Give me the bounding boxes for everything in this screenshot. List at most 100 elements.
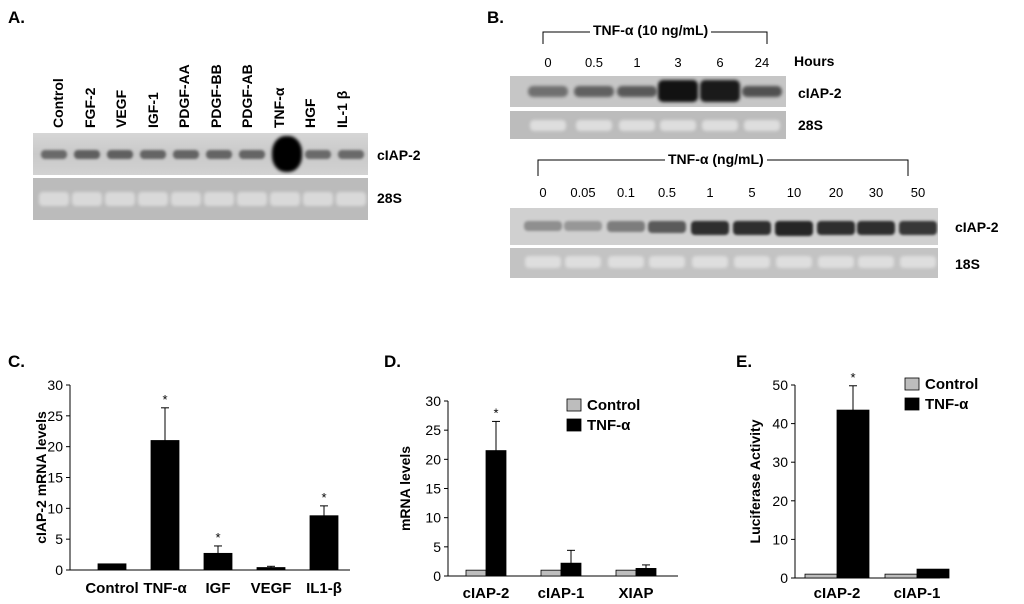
- panel-a-lane-label: IGF-1: [144, 92, 161, 128]
- panel-b-bottom-18s-band: [776, 256, 812, 268]
- panel-a-28s-band: [270, 192, 300, 206]
- panel-b-bottom-ciap2-blot: [510, 208, 938, 245]
- panel-b-top-28s-band: [530, 120, 566, 131]
- bar: [916, 568, 950, 579]
- panel-b-bottom-ciap2-label: cIAP-2: [955, 219, 999, 235]
- panel-b-top-header: TNF-α (10 ng/mL): [590, 22, 712, 38]
- panel-b-top-ciap2-band: [742, 86, 782, 97]
- y-tick-label: 10: [47, 500, 63, 516]
- panel-b-top-ciap2-blot: [510, 76, 786, 107]
- panel-b-bottom-ciap2-band: [775, 221, 813, 236]
- panel-b-bottom-value: 5: [748, 185, 756, 200]
- y-tick-label: 5: [433, 539, 441, 555]
- panel-b-bottom-18s-band: [858, 256, 894, 268]
- panel-c-chart: 0 5 10 15 20 25 30 cIAP-2 mRNA levels Control * TN…: [33, 377, 350, 597]
- legend-label: TNF-α: [925, 396, 969, 413]
- bar: [615, 569, 637, 577]
- legend-swatch: [566, 418, 582, 432]
- y-tick-label: 15: [425, 481, 441, 497]
- legend-label: Control: [587, 397, 640, 414]
- panel-b-bottom-value: 10: [786, 185, 802, 200]
- y-tick-label: 50: [772, 377, 788, 393]
- panel-b-bottom-18s-band: [649, 256, 685, 268]
- panel-a-ciap2-band: [305, 150, 331, 159]
- panel-a-ciap2-band: [140, 150, 166, 159]
- bar: [485, 450, 507, 577]
- panel-a-28s-band: [171, 192, 201, 206]
- panel-a-ciap2-label: cIAP-2: [377, 147, 421, 163]
- panel-a-lane-label: VEGF: [113, 89, 129, 128]
- panel-a-lane-label: PDGF-BB: [207, 64, 224, 128]
- panel-a-28s-band: [138, 192, 168, 206]
- panel-b-top-value: 3: [674, 55, 682, 70]
- y-tick-label: 10: [425, 510, 441, 526]
- panel-b-top-28s-band: [576, 120, 612, 131]
- panel-b-top-ciap2-label: cIAP-2: [798, 85, 842, 101]
- legend-label: TNF-α: [587, 417, 631, 434]
- panel-b-hours-label: Hours: [794, 53, 835, 69]
- y-tick-label: 0: [55, 562, 63, 578]
- panel-b-top-value: 6: [716, 55, 724, 70]
- panel-a-ciap2-band: [173, 150, 199, 159]
- bar: [150, 440, 180, 571]
- panel-a-lane-label: HGF: [302, 98, 318, 128]
- panel-d-label: D.: [384, 352, 401, 371]
- panel-a-ciap2-band: [338, 150, 364, 159]
- panel-a-28s-band: [39, 192, 69, 206]
- panel-b-top-28s-band: [702, 120, 738, 131]
- category-label: Control: [85, 580, 138, 597]
- panel-e-label: E.: [736, 352, 753, 371]
- panel-a-lane-label: PDGF-AB: [239, 64, 255, 128]
- category-label: cIAP-2: [814, 585, 861, 602]
- category-label: IL1-β: [306, 580, 342, 597]
- panel-b-top-ciap2-band: [658, 80, 698, 102]
- panel-b-bottom-value: 0.5: [657, 185, 677, 200]
- legend-swatch: [904, 397, 920, 411]
- panel-a-lane-label: FGF-2: [81, 87, 98, 128]
- legend-swatch: [566, 398, 582, 412]
- category-label: XIAP: [618, 585, 653, 602]
- bar: [540, 569, 562, 577]
- panel-a-ciap2-band: [74, 150, 100, 159]
- panel-a-ciap2-band: [107, 150, 133, 159]
- panel-a-ciap2-band: [272, 136, 302, 172]
- category-label: cIAP-1: [538, 585, 585, 602]
- bar: [465, 569, 487, 577]
- legend-swatch: [904, 377, 920, 391]
- panel-b-bottom-18s-band: [565, 256, 601, 268]
- panel-b-bottom-ciap2-band: [817, 221, 855, 236]
- panel-b-bottom-value: 0.1: [616, 185, 636, 200]
- bar: [203, 552, 233, 571]
- legend-label: Control: [925, 376, 978, 393]
- panel-a-28s-band: [204, 192, 234, 206]
- panel-a-ciap2-band: [41, 150, 67, 159]
- y-tick-label: 30: [425, 393, 441, 409]
- panel-b-bottom-ciap2-band: [648, 221, 686, 234]
- panel-b-bottom-ciap2-band: [899, 221, 937, 235]
- panel-b-top-28s-band: [619, 120, 655, 131]
- bar: [884, 573, 918, 579]
- y-tick-label: 20: [772, 493, 788, 509]
- panel-b-bottom-18s-band: [692, 256, 728, 268]
- significance-star: *: [850, 370, 855, 385]
- panel-b-top-28s-blot: [510, 111, 786, 139]
- y-tick-label: 40: [772, 416, 788, 432]
- panel-b-top-value: 0: [544, 55, 552, 70]
- panel-b-bottom-value: 1: [706, 185, 714, 200]
- panel-a-lane-label: IL-1 β: [333, 90, 350, 128]
- panel-b-bottom-value: 0: [539, 185, 547, 200]
- panel-b-bottom-18s-band: [818, 256, 854, 268]
- panel-b-bottom-18s-band: [900, 256, 936, 268]
- panel-a-28s-blot: [33, 178, 368, 220]
- panel-a-ciap2-blot: [33, 133, 368, 175]
- y-tick-label: 15: [47, 470, 63, 486]
- y-axis-label: Luciferase Activity: [747, 419, 763, 543]
- panel-b-bottom-ciap2-band: [691, 221, 729, 236]
- panel-b-top-value: 0.5: [584, 55, 604, 70]
- y-axis-label: cIAP-2 mRNA levels: [33, 411, 49, 544]
- y-tick-label: 0: [433, 568, 441, 584]
- panel-b-bottom-value: 0.05: [570, 185, 596, 200]
- panel-a-28s-band: [303, 192, 333, 206]
- significance-star: *: [215, 530, 220, 545]
- panel-b-top-value: 24: [754, 55, 770, 70]
